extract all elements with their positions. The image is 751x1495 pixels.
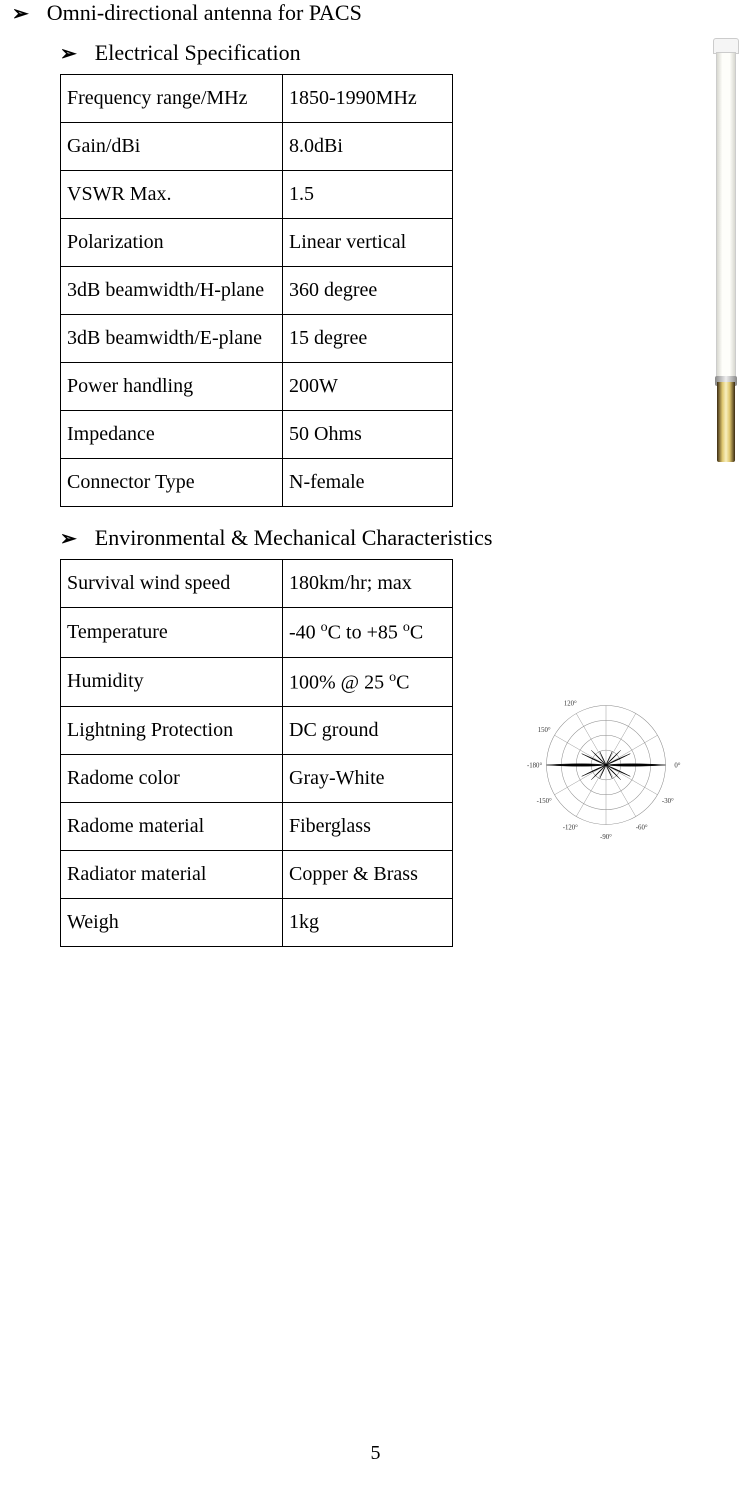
section-heading-electrical: ➢ Electrical Specification <box>30 40 721 66</box>
antenna-connector <box>717 382 735 462</box>
table-row: Impedance50 Ohms <box>61 411 453 459</box>
spec-value: DC ground <box>283 707 453 755</box>
section-heading-environmental: ➢ Environmental & Mechanical Characteris… <box>30 525 721 551</box>
title-row: ➢ Omni-directional antenna for PACS <box>30 0 721 26</box>
svg-text:120°: 120° <box>564 701 577 708</box>
table-row: 3dB beamwidth/E-plane15 degree <box>61 315 453 363</box>
page-title: Omni-directional antenna for PACS <box>47 0 362 26</box>
spec-value: N-female <box>283 459 453 507</box>
section-heading-text: Environmental & Mechanical Characteristi… <box>95 525 493 551</box>
table-row: 3dB beamwidth/H-plane360 degree <box>61 267 453 315</box>
table-row: Radiator materialCopper & Brass <box>61 851 453 899</box>
table-row: Radome materialFiberglass <box>61 803 453 851</box>
svg-text:-150°: -150° <box>537 798 552 805</box>
spec-label: Radome material <box>61 803 283 851</box>
table-row: Temperature-40 oC to +85 oC <box>61 608 453 658</box>
arrow-icon: ➢ <box>60 41 77 66</box>
spec-value: 100% @ 25 oC <box>283 657 453 707</box>
spec-label: Survival wind speed <box>61 560 283 608</box>
spec-label: 3dB beamwidth/E-plane <box>61 315 283 363</box>
svg-text:150°: 150° <box>538 727 551 734</box>
spec-value: Linear vertical <box>283 219 453 267</box>
spec-value: -40 oC to +85 oC <box>283 608 453 658</box>
antenna-product-image <box>711 38 741 478</box>
table-row: Frequency range/MHz1850-1990MHz <box>61 75 453 123</box>
table-row: Radome colorGray-White <box>61 755 453 803</box>
arrow-icon: ➢ <box>60 526 77 551</box>
spec-label: Humidity <box>61 657 283 707</box>
spec-label: Power handling <box>61 363 283 411</box>
spec-label: Weigh <box>61 899 283 947</box>
table-row: Weigh1kg <box>61 899 453 947</box>
antenna-radome <box>716 52 736 382</box>
spec-label: Radiator material <box>61 851 283 899</box>
spec-label: Gain/dBi <box>61 123 283 171</box>
spec-label: Connector Type <box>61 459 283 507</box>
spec-label: 3dB beamwidth/H-plane <box>61 267 283 315</box>
table-row: Connector TypeN-female <box>61 459 453 507</box>
table-row: Gain/dBi8.0dBi <box>61 123 453 171</box>
spec-value: 1kg <box>283 899 453 947</box>
spec-label: Polarization <box>61 219 283 267</box>
svg-text:-120°: -120° <box>563 824 578 831</box>
svg-text:-90°: -90° <box>600 834 612 841</box>
table-row: PolarizationLinear vertical <box>61 219 453 267</box>
svg-text:-60°: -60° <box>636 824 648 831</box>
page-number: 5 <box>0 1442 751 1465</box>
spec-value: Copper & Brass <box>283 851 453 899</box>
environmental-spec-table: Survival wind speed180km/hr; maxTemperat… <box>60 559 453 947</box>
svg-text:-30°: -30° <box>662 798 674 805</box>
arrow-icon: ➢ <box>12 1 29 26</box>
spec-value: 200W <box>283 363 453 411</box>
spec-label: Radome color <box>61 755 283 803</box>
spec-label: Frequency range/MHz <box>61 75 283 123</box>
spec-value: Fiberglass <box>283 803 453 851</box>
spec-label: Impedance <box>61 411 283 459</box>
spec-value: 360 degree <box>283 267 453 315</box>
table-row: Power handling200W <box>61 363 453 411</box>
electrical-spec-table: Frequency range/MHz1850-1990MHzGain/dBi8… <box>60 74 453 507</box>
spec-value: 15 degree <box>283 315 453 363</box>
table-row: Lightning ProtectionDC ground <box>61 707 453 755</box>
spec-value: 50 Ohms <box>283 411 453 459</box>
svg-text:-180°: -180° <box>527 763 542 770</box>
spec-label: Temperature <box>61 608 283 658</box>
radiation-pattern-diagram: 0° -30° -60° -90° -120° -150° -180° 150° 120° <box>521 680 691 850</box>
svg-text:0°: 0° <box>674 763 680 770</box>
table-row: Survival wind speed180km/hr; max <box>61 560 453 608</box>
spec-label: VSWR Max. <box>61 171 283 219</box>
table-row: VSWR Max.1.5 <box>61 171 453 219</box>
spec-value: 1850-1990MHz <box>283 75 453 123</box>
section-heading-text: Electrical Specification <box>95 40 301 66</box>
spec-value: Gray-White <box>283 755 453 803</box>
spec-value: 180km/hr; max <box>283 560 453 608</box>
spec-value: 1.5 <box>283 171 453 219</box>
spec-value: 8.0dBi <box>283 123 453 171</box>
spec-label: Lightning Protection <box>61 707 283 755</box>
table-row: Humidity100% @ 25 oC <box>61 657 453 707</box>
